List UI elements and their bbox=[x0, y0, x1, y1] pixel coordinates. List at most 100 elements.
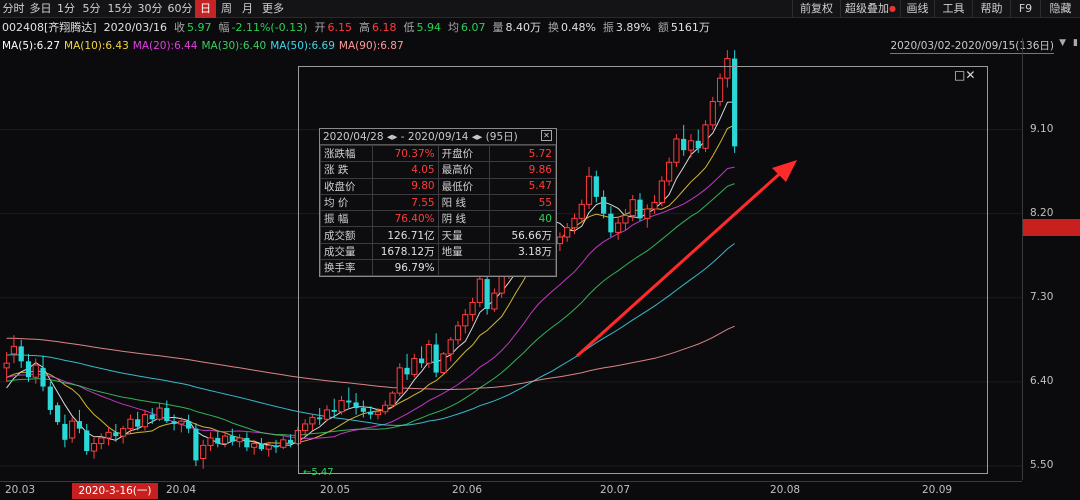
range-dropdown-icon[interactable]: ▼ bbox=[1059, 38, 1066, 48]
candle bbox=[382, 400, 389, 415]
quote-close: 5.97 bbox=[186, 21, 212, 34]
y-tick-label: 8.20 bbox=[1030, 206, 1054, 219]
candle bbox=[193, 422, 199, 466]
candle bbox=[644, 204, 651, 228]
candle bbox=[732, 50, 738, 153]
candlestick-chart[interactable] bbox=[0, 38, 1022, 480]
candle-body bbox=[193, 428, 199, 461]
toolbar-button-5[interactable]: F9 bbox=[1010, 0, 1040, 18]
candle-body bbox=[105, 431, 112, 439]
stats-cell: 涨 跌 bbox=[320, 161, 373, 179]
stats-cell: 涨跌幅 bbox=[320, 144, 373, 163]
candle bbox=[716, 73, 724, 107]
period-tab-8[interactable]: 周 bbox=[221, 2, 232, 15]
period-tab-3[interactable]: 5分 bbox=[82, 2, 101, 15]
candle-body bbox=[84, 430, 90, 452]
candle-body bbox=[447, 339, 454, 355]
period-tab-9[interactable]: 月 bbox=[242, 2, 253, 15]
candle-body bbox=[556, 236, 564, 245]
candle bbox=[396, 363, 403, 396]
candle bbox=[25, 353, 32, 382]
stats-cell: 成交额 bbox=[320, 226, 373, 244]
double-arrow-icon[interactable]: ◂▸ bbox=[386, 131, 398, 143]
candle-body bbox=[454, 325, 462, 341]
toolbar-button-0[interactable]: 前复权 bbox=[792, 0, 840, 18]
period-tab-6[interactable]: 60分 bbox=[167, 2, 193, 15]
candle bbox=[3, 351, 10, 382]
candle-body bbox=[578, 203, 585, 219]
period-tab-0[interactable]: 分时 bbox=[2, 2, 25, 15]
candle bbox=[309, 414, 316, 431]
period-tab-7[interactable]: 日 bbox=[195, 0, 216, 18]
stats-cell: 9.80 bbox=[371, 177, 439, 195]
candle-body bbox=[462, 314, 469, 327]
interval-selection-box[interactable] bbox=[298, 66, 988, 474]
notification-dot-icon: ● bbox=[889, 4, 896, 13]
candle-body bbox=[593, 176, 599, 197]
y-tick-label: 9.10 bbox=[1030, 122, 1054, 135]
candle-body bbox=[484, 279, 490, 309]
double-arrow-icon[interactable]: ◂▸ bbox=[471, 131, 483, 143]
stats-cell: 76.40% bbox=[371, 210, 439, 228]
quote-low-label: 低 bbox=[403, 21, 415, 34]
candle-body bbox=[681, 138, 687, 151]
toolbar-button-1[interactable]: 超级叠加● bbox=[840, 0, 900, 18]
stats-cell: 阴 线 bbox=[437, 210, 491, 228]
period-tab-1[interactable]: 多日 bbox=[29, 2, 52, 15]
candle bbox=[294, 426, 301, 446]
candle bbox=[702, 120, 709, 153]
candle-body bbox=[55, 405, 61, 423]
candle bbox=[491, 288, 498, 312]
close-icon[interactable]: ✕ bbox=[541, 130, 552, 141]
period-tab-2[interactable]: 1分 bbox=[57, 2, 75, 15]
candle bbox=[411, 353, 418, 378]
candle bbox=[98, 433, 105, 450]
toolbar-button-6[interactable]: 隐藏 bbox=[1040, 0, 1080, 18]
candle-body bbox=[419, 358, 425, 364]
candle-body bbox=[571, 217, 578, 229]
candle bbox=[419, 346, 425, 368]
candle-body bbox=[294, 429, 301, 445]
period-tab-5[interactable]: 30分 bbox=[137, 2, 163, 15]
candle bbox=[666, 157, 673, 186]
candle-body bbox=[149, 414, 155, 420]
candle-body bbox=[287, 439, 294, 444]
min-price-label: ←5.47 bbox=[303, 467, 334, 478]
toolbar-button-3[interactable]: 工具 bbox=[934, 0, 972, 18]
candle bbox=[454, 321, 462, 345]
range-selector[interactable]: 2020/03/02-2020/09/15(136日) bbox=[890, 40, 1054, 54]
quote-avg-label: 均 bbox=[447, 21, 459, 34]
candle-body bbox=[601, 196, 607, 214]
stats-cell: 96.79% bbox=[371, 259, 439, 277]
toolbar-button-4[interactable]: 帮助 bbox=[972, 0, 1010, 18]
candle bbox=[90, 437, 98, 459]
range-scroll-icon[interactable]: ▮ bbox=[1073, 38, 1078, 48]
cursor-date-label: 2020-3-16(一) bbox=[72, 483, 158, 499]
candle bbox=[658, 176, 665, 207]
candle-body bbox=[156, 407, 163, 420]
period-tab-4[interactable]: 15分 bbox=[107, 2, 133, 15]
candle-body bbox=[411, 358, 418, 375]
maximize-icon[interactable]: □ bbox=[954, 68, 966, 82]
candle bbox=[571, 213, 578, 235]
candle bbox=[258, 437, 265, 452]
y-axis: 9.10 8.20 7.30 6.40 5.50 bbox=[1022, 38, 1080, 480]
quote-volume: 8.40万 bbox=[505, 21, 541, 34]
selection-box-controls[interactable]: □✕ bbox=[954, 68, 975, 82]
period-tab-10[interactable]: 更多 bbox=[262, 2, 284, 15]
x-tick-label: 20.05 bbox=[320, 484, 351, 496]
quote-code-name: 002408[齐翔腾达] bbox=[2, 21, 97, 34]
stats-cell: 70.37% bbox=[371, 144, 439, 163]
candle-body bbox=[98, 437, 105, 445]
candle-body bbox=[69, 420, 76, 439]
toolbar-button-2[interactable]: 画线 bbox=[900, 0, 934, 18]
candle-body bbox=[309, 416, 316, 425]
quote-amount: 5161万 bbox=[670, 21, 710, 34]
candle bbox=[62, 414, 68, 448]
candle bbox=[425, 339, 432, 368]
close-icon[interactable]: ✕ bbox=[965, 68, 976, 82]
candle-body bbox=[273, 445, 279, 448]
quote-avg: 6.07 bbox=[460, 21, 486, 34]
candle-body bbox=[47, 386, 53, 410]
candle bbox=[186, 414, 192, 434]
